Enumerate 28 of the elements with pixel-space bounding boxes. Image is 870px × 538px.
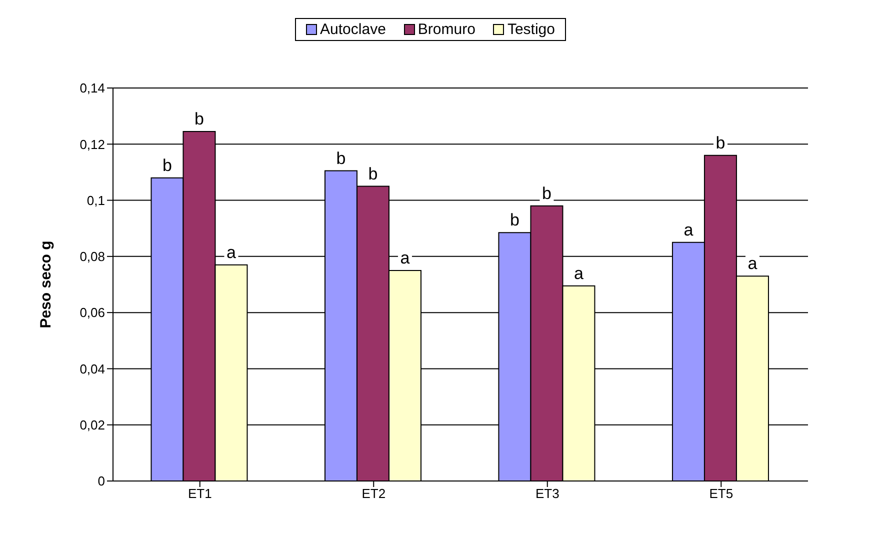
data-label: a [574, 264, 584, 283]
y-tick-label: 0,1 [86, 192, 105, 208]
data-label: b [194, 110, 204, 129]
y-tick-label: 0,12 [80, 136, 105, 152]
data-label: b [716, 133, 726, 152]
y-tick-label: 0,14 [80, 80, 105, 96]
y-tick-label: 0,02 [80, 417, 105, 432]
y-axis-title: Peso seco g [37, 240, 54, 328]
x-tick-label: ET1 [188, 486, 212, 502]
data-label: a [748, 254, 758, 274]
x-tick-label: ET2 [362, 486, 386, 502]
data-label: b [368, 164, 378, 184]
y-tick-label: 0,04 [80, 361, 105, 376]
y-tick-label: 0,08 [80, 249, 105, 264]
data-label: b [162, 156, 172, 175]
data-label: a [684, 220, 694, 240]
legend-label: Testigo [507, 21, 555, 38]
x-tick-label: ET5 [709, 486, 734, 502]
legend-label: Autoclave [320, 21, 386, 38]
x-tick-label: ET3 [535, 486, 560, 502]
data-label: b [542, 184, 552, 203]
y-tick-label: 0 [98, 474, 105, 489]
data-label: a [400, 248, 410, 268]
legend-label: Bromuro [418, 21, 476, 38]
data-label: b [510, 210, 520, 230]
y-tick-label: 0,06 [80, 305, 105, 320]
data-label: a [226, 242, 236, 262]
data-label: b [336, 148, 346, 168]
